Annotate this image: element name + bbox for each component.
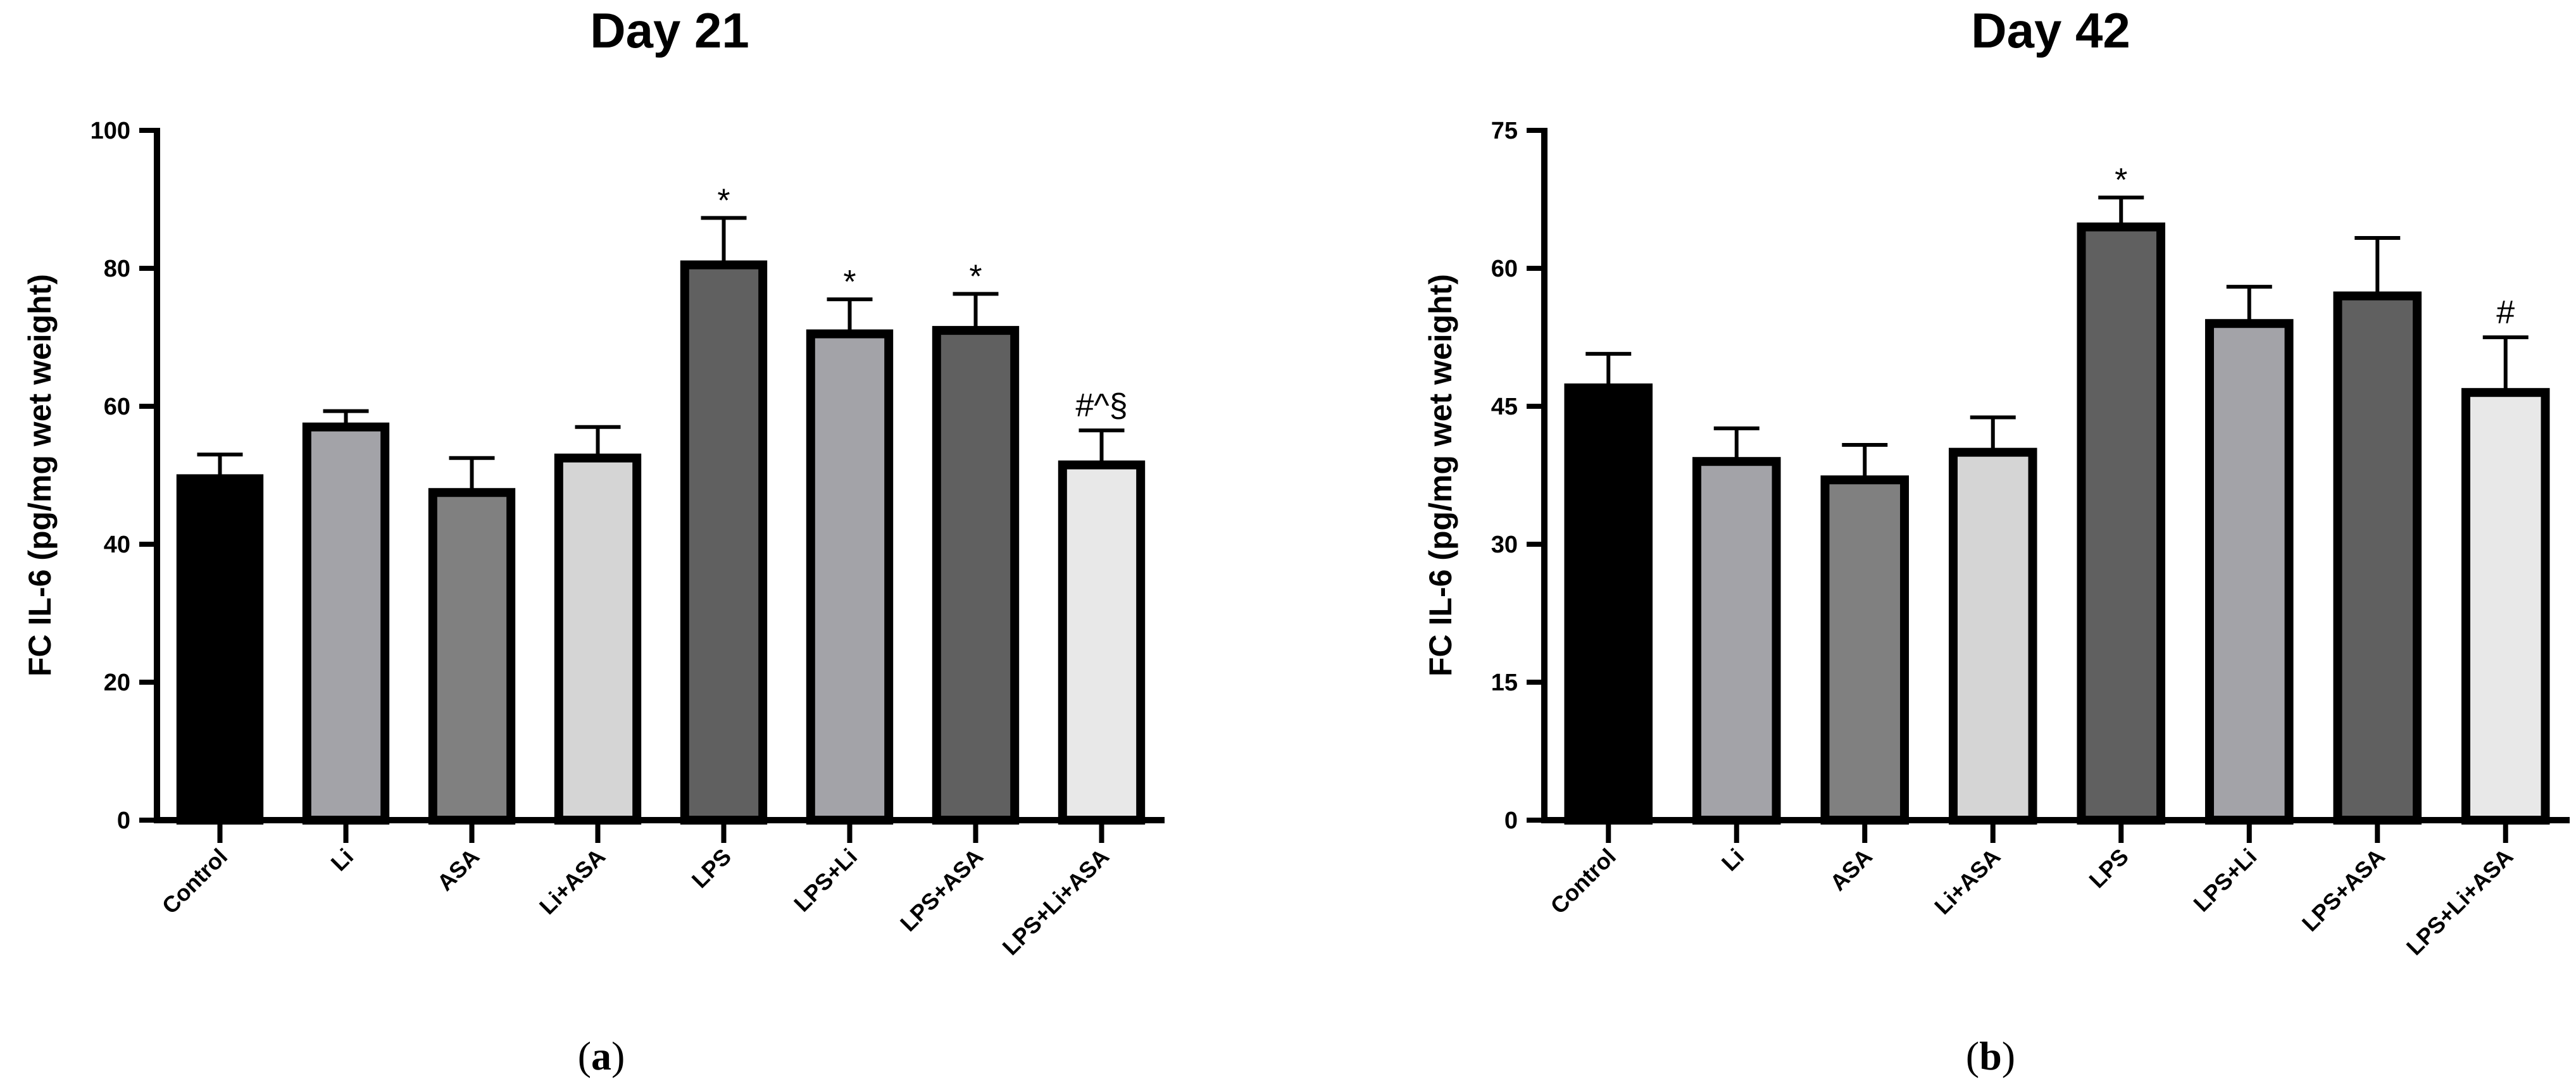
x-tick-label-control: Control	[157, 844, 232, 919]
significance-marker-lps: *	[717, 182, 730, 219]
significance-marker-lps-plus-asa: *	[969, 258, 982, 295]
bar-li	[302, 422, 390, 825]
significance-marker-lps: *	[2115, 162, 2127, 199]
x-tick-label-li-plus-asa: Li+ASA	[1929, 844, 2005, 920]
panel-letter: b	[1979, 1033, 2002, 1078]
y-tick-label: 30	[1491, 532, 1518, 558]
y-tick-label: 0	[117, 807, 130, 834]
x-tick-label-lps-plus-asa: LPS+ASA	[895, 844, 988, 937]
x-tick-label-li: Li	[1716, 844, 1749, 876]
y-tick-label: 20	[104, 670, 130, 696]
bar-li	[1692, 457, 1781, 825]
y-axis-label: FC IL-6 (pg/mg wet weight)	[22, 274, 58, 676]
panel-label: (a)	[578, 1033, 625, 1078]
x-tick-label-control: Control	[1545, 844, 1620, 919]
x-tick-label-lps: LPS	[687, 844, 736, 893]
y-tick-label: 45	[1491, 394, 1518, 420]
x-tick-label-lps-plus-li-plus-asa: LPS+Li+ASA	[997, 844, 1115, 961]
bar-lps	[2077, 222, 2166, 825]
y-tick-label: 100	[91, 118, 130, 144]
x-tick-label-lps-plus-li: LPS+Li	[2188, 844, 2261, 917]
bar-lps-plus-li	[2204, 319, 2294, 825]
x-tick-label-asa: ASA	[432, 844, 484, 896]
bar-li-plus-asa	[1948, 447, 2037, 825]
bar-lps-plus-asa	[932, 326, 1020, 825]
x-tick-label-asa: ASA	[1825, 844, 1877, 896]
y-tick-label: 75	[1491, 118, 1518, 144]
panel-letter: a	[591, 1033, 611, 1078]
bar-li-plus-asa	[554, 453, 642, 825]
bar-asa	[428, 488, 516, 825]
chart-panel-day-21: Day 21 FC IL-6 (pg/mg wet weight) 0 20 40 60 8…	[22, 3, 1165, 1078]
chart-title: Day 21	[590, 3, 749, 58]
panel-label: (b)	[1966, 1033, 2015, 1078]
bar-control	[176, 474, 264, 825]
bar-lps-plus-li	[806, 329, 894, 825]
x-tick-label-lps-plus-asa: LPS+ASA	[2297, 844, 2390, 937]
y-tick-label: 60	[1491, 256, 1518, 282]
bar-lps	[680, 260, 768, 825]
x-tick-label-li-plus-asa: Li+ASA	[534, 844, 610, 920]
y-axis-label: FC IL-6 (pg/mg wet weight)	[1423, 274, 1458, 676]
significance-marker-lps-plus-li-plus-asa: #	[2496, 294, 2515, 331]
y-tick-label: 40	[104, 532, 130, 558]
chart-panel-day-42: Day 42 FC IL-6 (pg/mg wet weight) 0 15 30 45 6…	[1423, 3, 2570, 1078]
bar-control	[1564, 383, 1653, 825]
x-tick-label-lps-plus-li: LPS+Li	[789, 844, 862, 917]
y-tick-label: 80	[104, 256, 130, 282]
y-tick-label: 60	[104, 394, 130, 420]
significance-marker-lps-plus-li: *	[843, 264, 856, 301]
y-tick-label: 15	[1491, 670, 1518, 696]
bar-lps-plus-li-plus-asa	[2461, 388, 2550, 825]
x-tick-label-lps-plus-li-plus-asa: LPS+Li+ASA	[2401, 844, 2518, 961]
x-tick-label-lps: LPS	[2084, 844, 2133, 893]
y-tick-label: 0	[1504, 807, 1518, 834]
bar-lps-plus-asa	[2333, 291, 2422, 825]
chart-title: Day 42	[1971, 3, 2130, 58]
x-tick-label-li: Li	[326, 844, 359, 876]
bar-asa	[1820, 475, 1910, 825]
significance-marker-lps-plus-li-plus-asa: #^§	[1075, 387, 1127, 424]
bar-lps-plus-li-plus-asa	[1058, 460, 1146, 825]
